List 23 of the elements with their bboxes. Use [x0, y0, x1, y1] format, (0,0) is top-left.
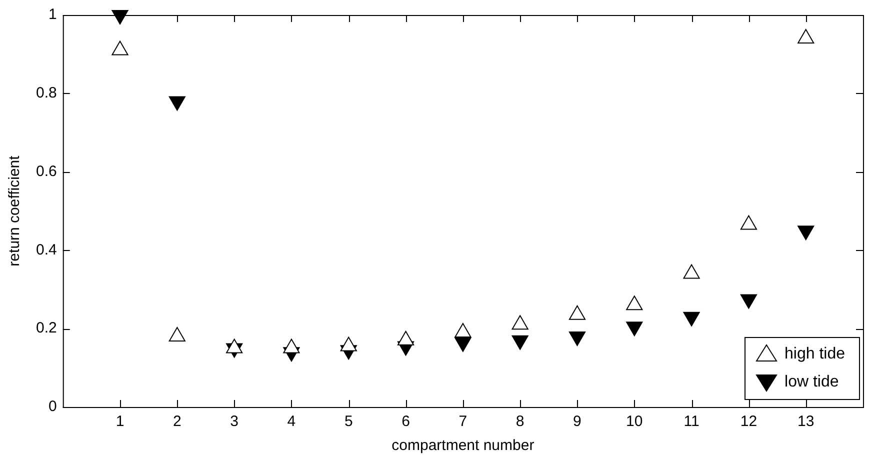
x-tick-label: 11 [684, 413, 700, 430]
y-tick-label: 0.4 [36, 241, 57, 258]
x-tick-label: 3 [230, 413, 238, 430]
y-tick-label: 0.2 [36, 320, 57, 337]
y-tick-label: 0 [48, 398, 57, 416]
x-tick-label: 9 [573, 413, 582, 430]
x-axis-title: compartment number [392, 437, 534, 454]
y-tick-label: 0.6 [36, 162, 57, 180]
x-tick-label: 13 [798, 413, 814, 430]
x-tick-label: 2 [172, 413, 182, 430]
y-tick-label: 0.8 [36, 84, 57, 102]
x-tick-label: 10 [626, 413, 643, 430]
legend-label: low tide [784, 373, 839, 390]
legend-label: high tide [784, 345, 846, 362]
x-tick-label: 7 [458, 413, 468, 430]
x-tick-label: 6 [402, 413, 410, 430]
x-tick-label: 8 [516, 413, 524, 430]
x-tick-label: 5 [344, 413, 353, 430]
x-tick-label: 4 [287, 413, 296, 430]
y-axis-title: return coefficient [6, 154, 24, 266]
x-tick-label: 12 [740, 413, 758, 430]
x-tick-label: 1 [116, 413, 124, 430]
y-tick-label: 1 [48, 6, 57, 24]
